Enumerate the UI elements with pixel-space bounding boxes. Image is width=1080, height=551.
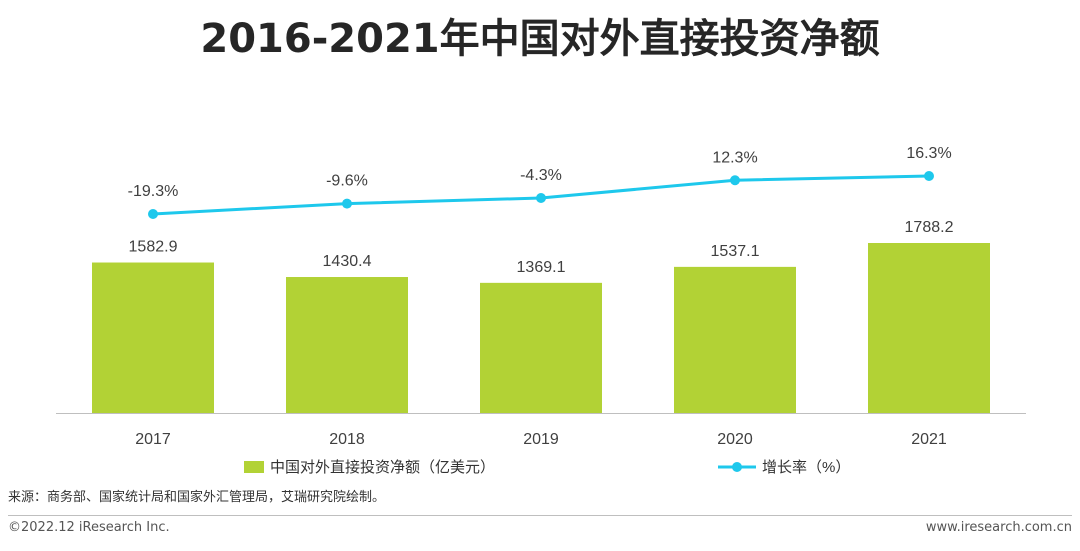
growth-point-2017 — [148, 209, 158, 219]
legend-bar-label: 中国对外直接投资净额（亿美元） — [270, 459, 495, 476]
chart-title: 2016-2021年中国对外直接投资净额 — [200, 16, 880, 62]
growth-label-2020: 12.3% — [712, 149, 757, 166]
bar-value-label-2021: 1788.2 — [905, 219, 954, 236]
bar-2018 — [286, 277, 408, 413]
bar-2017 — [92, 262, 214, 413]
legend-line-label: 增长率（%） — [762, 459, 850, 476]
bar-value-label-2020: 1537.1 — [711, 243, 760, 260]
growth-label-2017: -19.3% — [128, 183, 179, 200]
legend-line-marker — [732, 462, 742, 472]
website-link[interactable]: www.iresearch.com.cn — [925, 520, 1072, 535]
growth-point-2020 — [730, 175, 740, 186]
copyright-text: ©2022.12 iResearch Inc. — [8, 520, 170, 535]
growth-label-2019: -4.3% — [520, 167, 562, 184]
growth-point-2018 — [342, 198, 352, 209]
bar-value-label-2019: 1369.1 — [517, 259, 566, 276]
bar-2019 — [480, 282, 602, 413]
footer-divider — [8, 515, 1072, 516]
x-tick-label-2020: 2020 — [717, 431, 753, 448]
legend-bar-swatch — [244, 461, 264, 473]
source-note: 来源：商务部、国家统计局和国家外汇管理局，艾瑞研究院绘制。 — [8, 490, 386, 505]
bar-2021 — [868, 243, 990, 413]
growth-label-2018: -9.6% — [326, 173, 368, 190]
growth-label-2021: 16.3% — [906, 145, 951, 162]
growth-point-2021 — [924, 171, 934, 181]
bar-2020 — [674, 266, 796, 413]
x-tick-label-2018: 2018 — [329, 431, 365, 448]
x-tick-label-2021: 2021 — [911, 431, 947, 448]
x-tick-label-2017: 2017 — [135, 431, 171, 448]
bar-value-label-2017: 1582.9 — [129, 239, 178, 256]
x-tick-label-2019: 2019 — [523, 431, 559, 448]
growth-point-2019 — [536, 192, 546, 203]
bar-value-label-2018: 1430.4 — [323, 253, 372, 270]
